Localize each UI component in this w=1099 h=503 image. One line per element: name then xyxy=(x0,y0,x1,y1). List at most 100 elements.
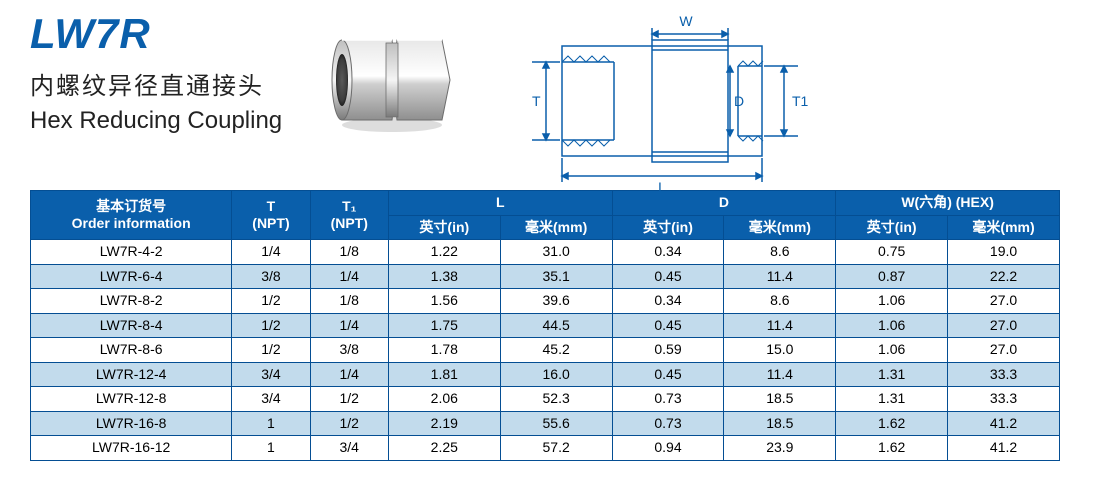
cell-t1: 1/8 xyxy=(310,240,388,265)
title-block: LW7R 内螺纹异径直通接头 Hex Reducing Coupling xyxy=(30,10,282,149)
th-t1: T₁ (NPT) xyxy=(310,191,388,240)
cell-l_in: 2.19 xyxy=(388,411,500,436)
cell-t: 1 xyxy=(232,436,310,461)
cell-l_in: 2.06 xyxy=(388,387,500,412)
page: LW7R 内螺纹异径直通接头 Hex Reducing Coupling xyxy=(0,0,1099,503)
cell-order: LW7R-16-8 xyxy=(31,411,232,436)
cell-w_in: 1.31 xyxy=(836,387,948,412)
cell-order: LW7R-16-12 xyxy=(31,436,232,461)
table-row: LW7R-16-811/22.1955.60.7318.51.6241.2 xyxy=(31,411,1060,436)
cell-t1: 1/2 xyxy=(310,411,388,436)
cell-t1: 1/4 xyxy=(310,264,388,289)
cell-w_in: 0.87 xyxy=(836,264,948,289)
th-order-cn: 基本订货号 xyxy=(96,198,166,214)
cell-w_mm: 27.0 xyxy=(948,289,1060,314)
th-w-mm: 毫米(mm) xyxy=(948,215,1060,240)
table-row: LW7R-12-83/41/22.0652.30.7318.51.3133.3 xyxy=(31,387,1060,412)
cell-w_in: 0.75 xyxy=(836,240,948,265)
cell-w_in: 1.06 xyxy=(836,338,948,363)
cell-d_mm: 11.4 xyxy=(724,362,836,387)
product-code: LW7R xyxy=(30,10,282,58)
cell-w_mm: 22.2 xyxy=(948,264,1060,289)
cell-l_in: 1.22 xyxy=(388,240,500,265)
header: LW7R 内螺纹异径直通接头 Hex Reducing Coupling xyxy=(30,10,1079,190)
table-row: LW7R-16-1213/42.2557.20.9423.91.6241.2 xyxy=(31,436,1060,461)
cell-l_mm: 31.0 xyxy=(500,240,612,265)
cell-t1: 1/4 xyxy=(310,362,388,387)
cell-d_mm: 18.5 xyxy=(724,411,836,436)
th-t-sym: T xyxy=(267,198,276,214)
cell-l_mm: 44.5 xyxy=(500,313,612,338)
cell-t1: 1/8 xyxy=(310,289,388,314)
cell-l_mm: 39.6 xyxy=(500,289,612,314)
product-title-cn: 内螺纹异径直通接头 xyxy=(30,66,282,101)
th-d-in: 英寸(in) xyxy=(612,215,724,240)
cell-d_in: 0.34 xyxy=(612,289,724,314)
cell-d_in: 0.45 xyxy=(612,313,724,338)
cell-d_in: 0.73 xyxy=(612,387,724,412)
cell-t: 1/4 xyxy=(232,240,310,265)
cell-l_in: 1.81 xyxy=(388,362,500,387)
th-l-in: 英寸(in) xyxy=(388,215,500,240)
th-t1-unit: (NPT) xyxy=(331,215,368,231)
cell-w_mm: 41.2 xyxy=(948,436,1060,461)
cell-t: 1/2 xyxy=(232,338,310,363)
cell-d_mm: 11.4 xyxy=(724,264,836,289)
cell-l_in: 1.56 xyxy=(388,289,500,314)
cell-order: LW7R-8-4 xyxy=(31,313,232,338)
cell-t1: 3/4 xyxy=(310,436,388,461)
cell-t: 3/4 xyxy=(232,362,310,387)
cell-l_in: 1.78 xyxy=(388,338,500,363)
th-w: W(六角) (HEX) xyxy=(836,191,1060,216)
cell-t: 3/8 xyxy=(232,264,310,289)
cell-d_mm: 23.9 xyxy=(724,436,836,461)
th-t: T (NPT) xyxy=(232,191,310,240)
th-w-in: 英寸(in) xyxy=(836,215,948,240)
cell-t1: 1/4 xyxy=(310,313,388,338)
cell-w_mm: 33.3 xyxy=(948,387,1060,412)
cell-w_in: 1.06 xyxy=(836,313,948,338)
cell-l_mm: 57.2 xyxy=(500,436,612,461)
th-order: 基本订货号 Order information xyxy=(31,191,232,240)
cell-d_in: 0.59 xyxy=(612,338,724,363)
cell-l_in: 1.75 xyxy=(388,313,500,338)
cell-order: LW7R-8-6 xyxy=(31,338,232,363)
cell-t: 1/2 xyxy=(232,289,310,314)
cell-d_in: 0.45 xyxy=(612,362,724,387)
cell-w_in: 1.62 xyxy=(836,436,948,461)
diagram-label-d: D xyxy=(734,93,744,109)
table-body: LW7R-4-21/41/81.2231.00.348.60.7519.0LW7… xyxy=(31,240,1060,461)
diagram-label-w: W xyxy=(680,13,694,29)
product-photo xyxy=(312,10,472,150)
table-row: LW7R-4-21/41/81.2231.00.348.60.7519.0 xyxy=(31,240,1060,265)
table-row: LW7R-6-43/81/41.3835.10.4511.40.8722.2 xyxy=(31,264,1060,289)
cell-l_in: 2.25 xyxy=(388,436,500,461)
cell-d_mm: 8.6 xyxy=(724,289,836,314)
cell-w_mm: 41.2 xyxy=(948,411,1060,436)
cell-l_mm: 35.1 xyxy=(500,264,612,289)
cell-w_mm: 27.0 xyxy=(948,313,1060,338)
cell-w_mm: 33.3 xyxy=(948,362,1060,387)
table-row: LW7R-8-41/21/41.7544.50.4511.41.0627.0 xyxy=(31,313,1060,338)
coupling-icon xyxy=(322,25,462,135)
cell-d_in: 0.34 xyxy=(612,240,724,265)
cell-w_mm: 27.0 xyxy=(948,338,1060,363)
table-row: LW7R-8-61/23/81.7845.20.5915.01.0627.0 xyxy=(31,338,1060,363)
cell-order: LW7R-12-8 xyxy=(31,387,232,412)
diagram-label-t1: T1 xyxy=(792,93,809,109)
cell-t1: 1/2 xyxy=(310,387,388,412)
cell-l_mm: 45.2 xyxy=(500,338,612,363)
table-row: LW7R-12-43/41/41.8116.00.4511.41.3133.3 xyxy=(31,362,1060,387)
cell-order: LW7R-12-4 xyxy=(31,362,232,387)
diagram-label-t: T xyxy=(532,93,541,109)
cell-d_mm: 11.4 xyxy=(724,313,836,338)
cell-w_in: 1.06 xyxy=(836,289,948,314)
th-t-unit: (NPT) xyxy=(252,215,289,231)
cell-w_in: 1.62 xyxy=(836,411,948,436)
cell-t: 1 xyxy=(232,411,310,436)
product-title-en: Hex Reducing Coupling xyxy=(30,107,282,135)
cell-w_in: 1.31 xyxy=(836,362,948,387)
cell-d_in: 0.94 xyxy=(612,436,724,461)
diagram-svg: W xyxy=(502,10,822,200)
cell-d_mm: 15.0 xyxy=(724,338,836,363)
